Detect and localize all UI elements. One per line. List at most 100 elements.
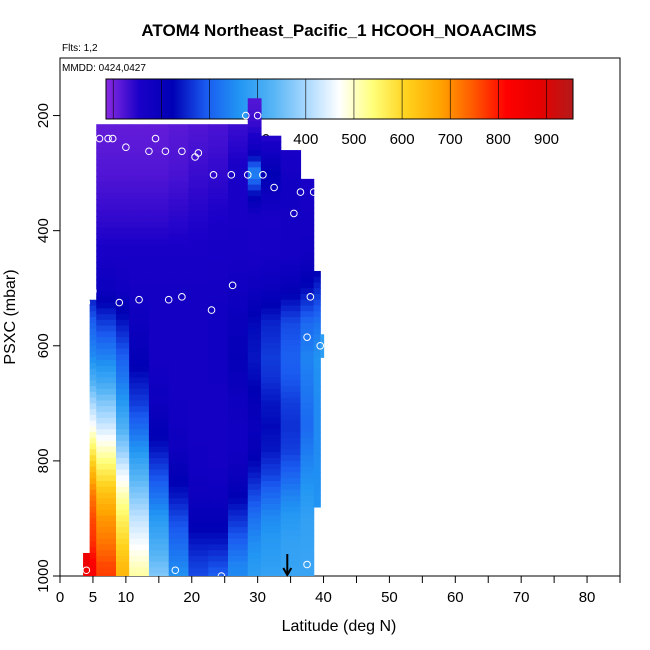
heatmap-cell — [247, 552, 262, 560]
heatmap-cell — [280, 363, 302, 370]
heatmap-cell — [280, 207, 302, 214]
heatmap-cell — [247, 547, 262, 554]
heatmap-cell — [89, 420, 97, 427]
dates-label: MMDD: 0424,0427 — [62, 63, 146, 74]
heatmap-cell — [89, 299, 97, 307]
heatmap-cell — [89, 426, 97, 433]
heatmap-cell — [129, 521, 150, 528]
heatmap-cell — [129, 325, 150, 332]
heatmap-cell — [168, 262, 190, 269]
heatmap-cell — [300, 305, 315, 312]
heatmap-cell — [148, 233, 170, 240]
heatmap-cell — [129, 452, 150, 459]
heatmap-cell — [168, 250, 190, 258]
heatmap-cell — [228, 325, 249, 332]
heatmap-cell — [148, 481, 170, 488]
latitude-marker-arrow — [282, 554, 293, 578]
heatmap-cell — [129, 141, 150, 148]
heatmap-cell — [129, 216, 150, 223]
heatmap-cell — [129, 573, 150, 576]
heatmap-cell — [168, 291, 190, 298]
heatmap-cell — [116, 544, 130, 551]
heatmap-cell — [260, 279, 282, 286]
heatmap-cell — [228, 308, 249, 315]
heatmap-cell — [148, 527, 170, 534]
heatmap-cell — [129, 199, 150, 206]
heatmap-cell — [116, 383, 130, 390]
heatmap-cell — [89, 374, 97, 381]
heatmap-cell — [208, 158, 229, 166]
heatmap-cell — [148, 348, 170, 356]
heatmap-cell — [96, 371, 117, 379]
heatmap-cell — [228, 463, 249, 471]
heatmap-cell — [208, 561, 229, 568]
heatmap-cell — [247, 109, 262, 117]
heatmap-cell — [148, 164, 170, 171]
sample-point — [82, 298, 91, 307]
heatmap-cell — [89, 552, 97, 560]
heatmap-cell — [260, 515, 282, 522]
heatmap-cell — [168, 348, 190, 356]
heatmap-cell — [247, 282, 262, 289]
heatmap-cell — [188, 377, 209, 384]
heatmap-cell — [168, 268, 190, 275]
heatmap-cell — [313, 472, 321, 479]
heatmap-cell — [208, 481, 229, 488]
heatmap-cell — [313, 391, 321, 399]
sample-point — [122, 143, 130, 152]
sample-point — [228, 281, 237, 290]
heatmap-cell — [260, 302, 282, 309]
heatmap-cell — [89, 368, 97, 376]
heatmap-cell — [208, 377, 229, 384]
heatmap-cell — [313, 328, 321, 335]
heatmap-cell — [89, 305, 97, 312]
heatmap-cell — [208, 291, 229, 298]
heatmap-cell — [96, 302, 117, 309]
heatmap-cell — [300, 334, 315, 341]
heatmap-cell — [89, 386, 97, 393]
heatmap-cell — [260, 532, 282, 540]
sample-point — [161, 147, 170, 156]
heatmap-cell — [148, 469, 170, 476]
heatmap-cell — [96, 222, 117, 229]
heatmap-cell — [96, 325, 117, 332]
heatmap-cell — [208, 388, 229, 396]
heatmap-cell — [129, 383, 150, 390]
heatmap-cell — [89, 317, 97, 324]
heatmap-cell — [208, 360, 229, 367]
heatmap-cell — [247, 363, 262, 370]
heatmap-cell — [116, 463, 130, 471]
heatmap-cell — [300, 391, 315, 399]
heatmap-cell — [188, 371, 209, 379]
heatmap-cell — [96, 365, 117, 373]
heatmap-cell — [116, 388, 130, 396]
heatmap-cell — [260, 285, 282, 292]
heatmap-cell — [228, 342, 249, 350]
heatmap-cell — [96, 158, 117, 166]
heatmap-cell — [89, 455, 97, 462]
heatmap-cell — [89, 541, 97, 548]
heatmap-cell — [228, 452, 249, 459]
heatmap-cell — [96, 463, 117, 471]
heatmap-cell — [148, 158, 170, 166]
heatmap-cell — [280, 167, 302, 174]
heatmap-cell — [300, 518, 315, 525]
heatmap-cell — [168, 210, 190, 217]
heatmap-cell — [208, 555, 229, 563]
heatmap-cell — [300, 282, 315, 289]
heatmap-cell — [247, 224, 262, 232]
heatmap-cell — [247, 368, 262, 376]
heatmap-cell — [188, 498, 209, 505]
heatmap-cell — [228, 187, 249, 194]
heatmap-cell — [228, 152, 249, 160]
heatmap-cell — [168, 504, 190, 511]
heatmap-cell — [313, 397, 321, 404]
heatmap-cell — [280, 265, 302, 272]
heatmap-cell — [96, 233, 117, 240]
heatmap-cell — [96, 250, 117, 258]
heatmap-cell — [96, 544, 117, 551]
heatmap-cell — [168, 573, 190, 576]
heatmap-cell — [83, 558, 91, 566]
heatmap-cell — [116, 164, 130, 171]
heatmap-cell — [280, 449, 302, 456]
